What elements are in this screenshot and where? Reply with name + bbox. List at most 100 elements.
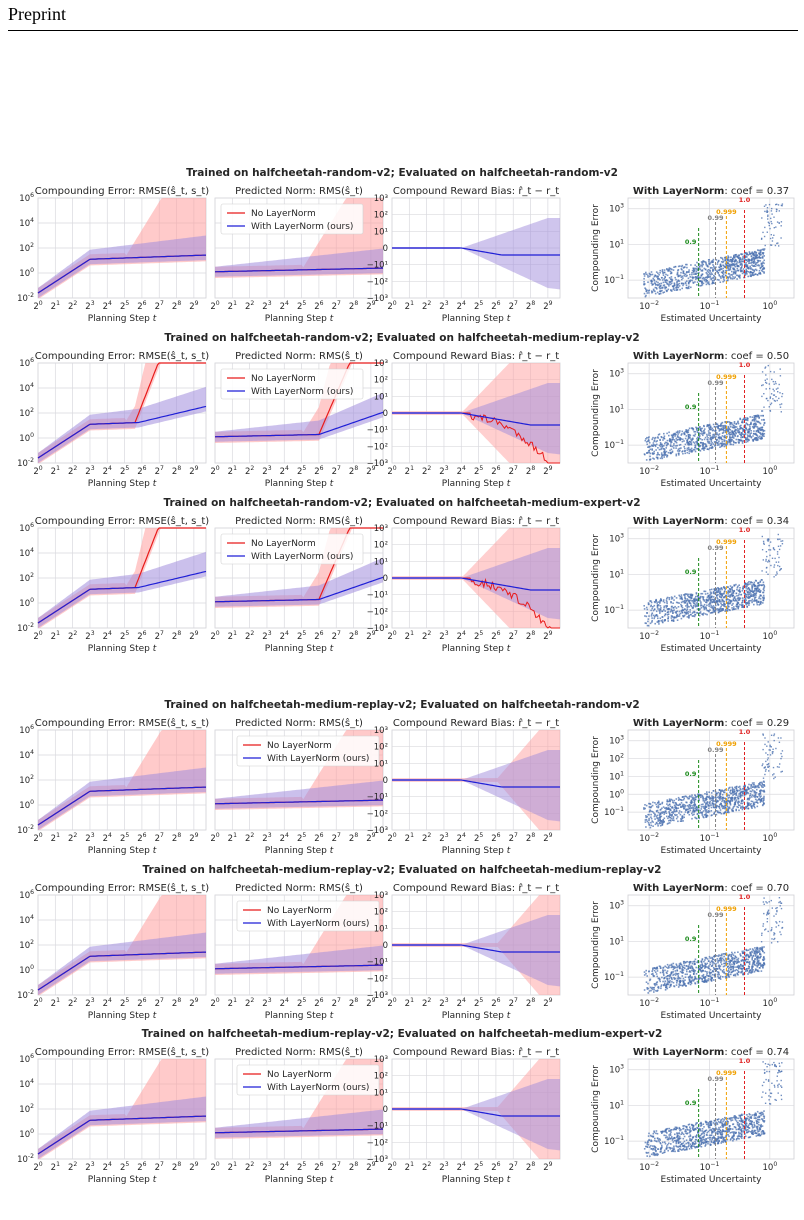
scatter-point [746,419,749,422]
scatter-point [678,803,681,805]
y-tick-label: 10−1 [604,604,624,616]
scatter-point [659,815,661,818]
scatter-point [708,597,710,600]
scatter-point [754,798,757,801]
scatter-point [730,966,732,969]
scatter-point [649,978,652,981]
scatter-point [695,428,698,431]
scatter-point [731,423,733,426]
scatter-point [724,424,726,427]
scatter-point [701,431,703,433]
scatter-point [763,543,765,545]
scatter-point [717,810,719,812]
scatter-point [693,598,695,600]
x-tick-label: 27 [155,300,164,312]
scatter-point [757,429,759,432]
scatter-point [721,790,723,792]
scatter-point [726,279,728,282]
scatter-point [744,964,746,966]
scatter-point [716,601,719,603]
scatter-point [711,795,713,797]
scatter-point [683,273,686,275]
scatter-point [711,601,714,603]
scatter-point [779,568,782,570]
scatter-point [777,204,780,206]
scatter-point [666,268,668,271]
scatter-point [682,271,685,274]
with-layernorm-band [38,767,206,830]
y-tick-label: −10¹ [367,426,388,436]
x-tick-label: 29 [189,832,198,844]
scatter-point [756,602,758,604]
scatter-point [742,965,744,968]
scatter-point [759,437,761,440]
scatter-point [737,420,739,423]
scatter-point [647,440,649,442]
scatter-point [676,282,678,284]
scatter-point [762,559,764,561]
scatter-point [686,616,689,618]
scatter-point [724,797,727,800]
scatter-point [747,275,749,278]
scatter-point [719,794,721,797]
scatter-point [664,286,666,288]
scatter-point [700,794,702,796]
x-tick-label: 28 [526,997,535,1009]
scatter-point [769,227,771,230]
scatter-point [766,745,768,747]
scatter-point [762,790,764,792]
scatter-point [727,267,730,269]
x-tick-label: 26 [314,630,323,642]
scatter-point [721,598,723,601]
scatter-point [746,802,749,805]
scatter-point [760,800,763,802]
scatter-point [738,433,741,435]
scatter-point [667,613,670,615]
scatter-point [752,427,755,429]
scatter-point [753,583,755,585]
scatter-point [680,447,682,449]
scatter-point [741,264,743,267]
x-tick-label: 24 [457,465,466,477]
scatter-point [720,798,723,800]
row-title: Trained on halfcheetah-random-v2; Evalua… [186,167,618,179]
scatter-point [741,442,744,444]
scatter-point [672,612,674,614]
scatter-point [726,805,729,808]
scatter-point [706,282,709,284]
scatter-point [683,807,686,810]
scatter-point [679,595,681,598]
scatter-point [713,588,715,591]
y-tick-label: −10² [367,607,388,617]
scatter-point [750,436,753,439]
x-axis-label: Estimated Uncertainty [661,314,763,324]
scatter-point [680,271,682,274]
scatter-point [654,274,656,277]
scatter-point [685,435,688,437]
scatter-point [662,811,664,813]
scatter-point [712,267,714,269]
scatter-point [720,610,723,612]
scatter-point [691,450,694,452]
scatter-point [649,809,651,811]
scatter-point [699,277,701,279]
x-tick-label: 26 [137,997,146,1009]
scatter-point [736,267,739,270]
scatter-point [664,982,666,984]
scatter-point [687,611,690,613]
scatter-point [718,611,720,613]
scatter-point [744,791,747,794]
scatter-point [744,251,747,254]
scatter-point [724,788,727,791]
x-tick-label: 28 [172,832,181,844]
scatter-point [659,819,661,821]
scatter-point [668,434,670,437]
scatter-point [657,278,659,280]
scatter-point [757,439,759,441]
scatter-point [696,796,698,798]
scatter-point [696,281,699,283]
scatter-point [719,797,721,800]
x-tick-label: 21 [405,997,414,1009]
scatter-point [738,431,741,433]
scatter-point [739,417,741,420]
